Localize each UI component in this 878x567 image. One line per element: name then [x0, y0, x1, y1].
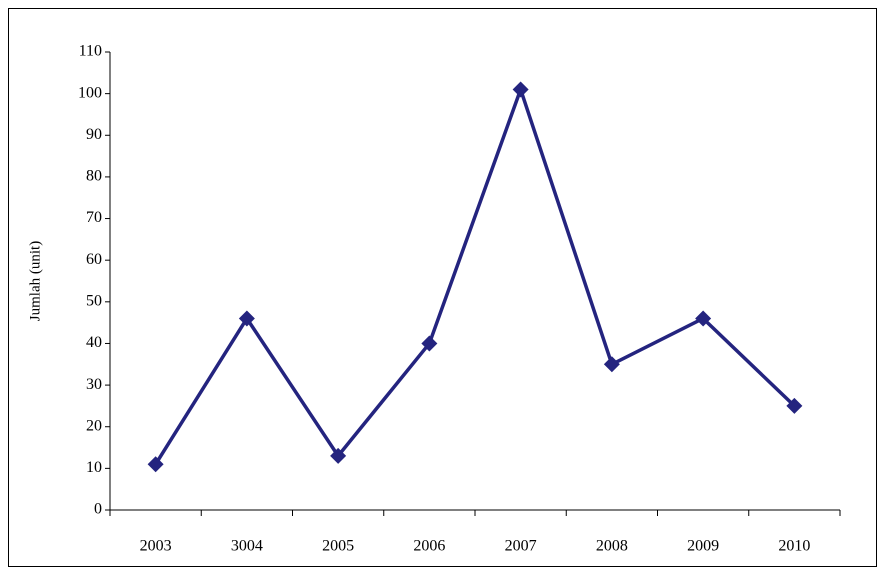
- x-tick-label: 2006: [413, 538, 445, 555]
- y-tick-label: 10: [86, 459, 102, 476]
- y-tick-label: 60: [86, 251, 102, 268]
- y-tick-label: 70: [86, 209, 102, 226]
- y-tick-label: 80: [86, 168, 102, 185]
- y-axis-label: Jumlah (unit): [27, 241, 43, 321]
- y-tick-label: 50: [86, 292, 102, 309]
- page: Jumlah (unit) 0 10 20 30 40 50 60 70 80 90 100 110 2…: [0, 0, 878, 567]
- x-tick-label: 3004: [231, 538, 263, 555]
- y-tick-label: 100: [78, 84, 102, 101]
- x-tick-label: 2010: [778, 538, 810, 555]
- y-tick-label: 0: [94, 501, 102, 518]
- y-tick-label: 30: [86, 376, 102, 393]
- y-tick-label: 110: [79, 43, 102, 60]
- chart-frame: [9, 9, 877, 567]
- y-tick-label: 20: [86, 417, 102, 434]
- chart: Jumlah (unit) 0 10 20 30 40 50 60 70 80 90 100 110 2…: [0, 0, 878, 567]
- x-tick-label: 2008: [596, 538, 628, 555]
- x-tick-label: 2007: [505, 538, 537, 555]
- y-tick-label: 90: [86, 126, 102, 143]
- x-tick-label: 2003: [140, 538, 172, 555]
- y-tick-label: 40: [86, 334, 102, 351]
- x-tick-label: 2009: [687, 538, 719, 555]
- x-tick-label: 2005: [322, 538, 354, 555]
